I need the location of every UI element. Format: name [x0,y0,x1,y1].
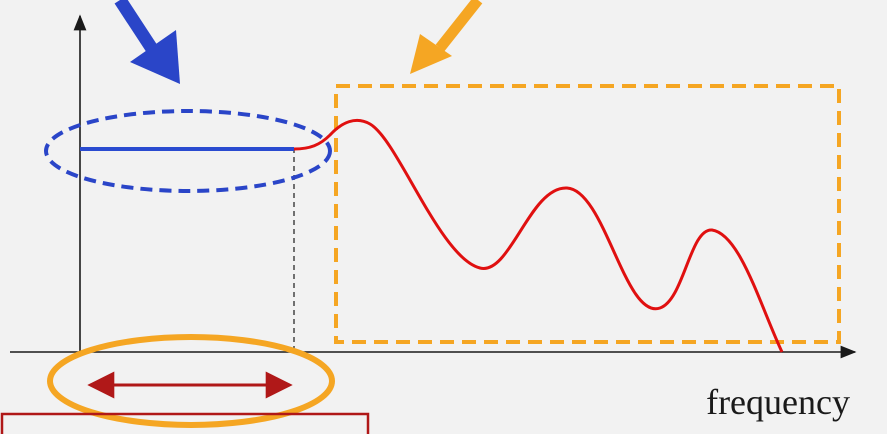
highlight-dashed-box [334,84,841,344]
response-curve [293,119,784,353]
x-axis-label: frequency [706,382,850,422]
passband-dashed-ellipse [44,109,332,193]
orange-pointer-arrow [410,0,483,74]
blue-pointer-arrow [114,0,180,84]
bandwidth-ellipse [47,334,335,428]
bottom-red-box [0,412,370,434]
